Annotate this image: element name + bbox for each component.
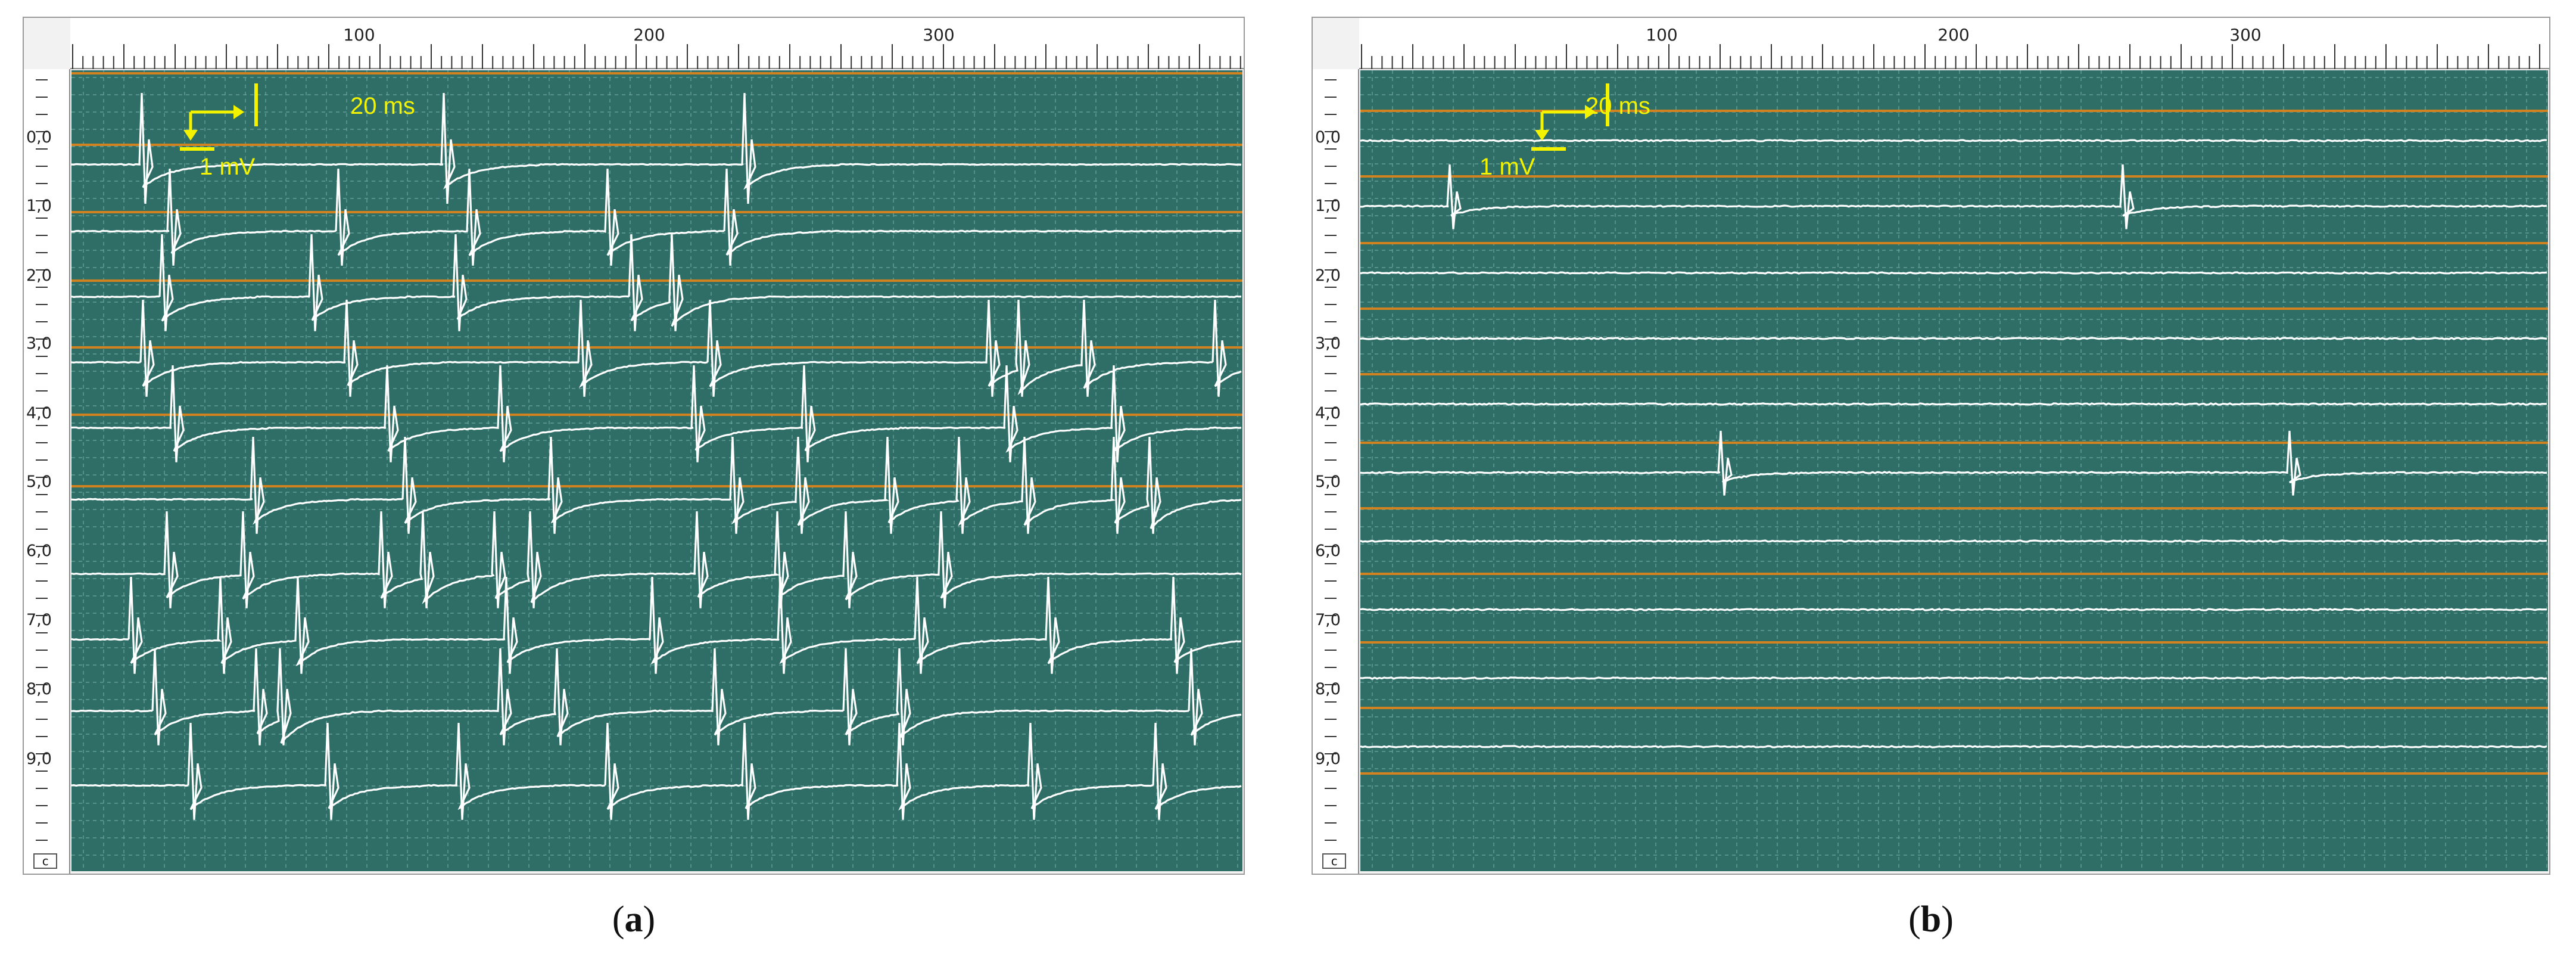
ecg-trace — [1360, 164, 2547, 229]
scale-bar — [1531, 83, 1609, 151]
amplitude-tick-label: 5,0 — [26, 473, 52, 491]
grid — [71, 70, 1242, 871]
ecg-trace — [71, 648, 1242, 745]
time-scale-label: 20 ms — [350, 93, 415, 119]
amplitude-tick-label: 2,0 — [1315, 266, 1341, 285]
time-tick-label: 100 — [343, 25, 375, 45]
time-tick-label: 200 — [1938, 25, 1970, 45]
baselines — [71, 72, 1242, 487]
ecg-trace — [1360, 745, 2547, 748]
ecg-traces — [1360, 139, 2547, 748]
caption-close: ) — [643, 899, 656, 940]
amplitude-tick-label: 0,0 — [1315, 128, 1341, 147]
ecg-trace — [71, 234, 1242, 331]
amplitude-ruler — [24, 69, 70, 874]
amplitude-tick-label: 0,0 — [26, 128, 52, 147]
amplitude-tick-label: 5,0 — [1315, 473, 1341, 491]
amplitude-tick-label: 7,0 — [26, 611, 52, 629]
amplitude-tick-label: 8,0 — [1315, 680, 1341, 698]
ecg-trace — [71, 168, 1242, 266]
panel-a: c 20 ms 1 mV 100 200 300 0,0 1,0 2,0 3,0 4,0 5,… — [23, 17, 1245, 875]
baselines — [1360, 110, 2548, 775]
amplitude-tick-label: 9,0 — [1315, 750, 1341, 768]
time-ruler — [70, 18, 1244, 69]
ecg-trace — [71, 511, 1242, 608]
ecg-plot: 20 ms 1 mV — [1360, 70, 2548, 871]
channel-selector[interactable]: c — [1322, 853, 1346, 869]
amplitude-tick-label: 4,0 — [1315, 404, 1341, 422]
caption-open: ( — [1908, 899, 1921, 940]
caption-open: ( — [612, 899, 625, 940]
channel-selector[interactable]: c — [33, 853, 57, 869]
time-tick-label: 200 — [633, 25, 665, 45]
ecg-trace — [71, 722, 1242, 820]
right-arrow-icon — [233, 105, 244, 119]
ecg-trace — [71, 92, 1242, 204]
amplitude-ruler — [1313, 69, 1359, 874]
amplitude-tick-label: 9,0 — [26, 750, 52, 768]
grid — [1360, 70, 2548, 871]
time-tick-label: 300 — [2229, 25, 2262, 45]
ecg-traces — [71, 92, 1242, 820]
ecg-plot: 20 ms 1 mV — [71, 70, 1242, 871]
ecg-trace — [71, 436, 1242, 534]
time-tick-label: 300 — [923, 25, 955, 45]
caption-letter: b — [1920, 899, 1942, 940]
amplitude-tick-label: 4,0 — [26, 404, 52, 422]
amplitude-tick-label: 2,0 — [26, 266, 52, 285]
time-ruler — [1359, 18, 2551, 69]
amplitude-tick-label: 6,0 — [1315, 542, 1341, 560]
time-scale-label: 20 ms — [1586, 93, 1650, 119]
caption-letter: a — [624, 899, 643, 940]
right-arrow-icon — [1585, 105, 1596, 119]
ecg-trace — [71, 299, 1242, 397]
amplitude-tick-label: 8,0 — [26, 680, 52, 698]
ecg-trace — [1360, 271, 2547, 275]
ecg-trace — [71, 365, 1242, 462]
amplitude-tick-label: 7,0 — [1315, 611, 1341, 629]
voltage-scale-label: 1 mV — [1479, 154, 1535, 180]
ecg-trace — [1360, 608, 2547, 611]
time-tick-label: 100 — [1646, 25, 1678, 45]
amplitude-tick-label: 1,0 — [26, 197, 52, 215]
ecg-trace — [1360, 139, 2547, 142]
amplitude-tick-label: 3,0 — [1315, 334, 1341, 353]
amplitude-tick-label: 3,0 — [26, 334, 52, 353]
caption-b: (b) — [1908, 899, 1954, 941]
voltage-scale-label: 1 mV — [200, 154, 256, 180]
ecg-trace — [1360, 676, 2547, 680]
panel-b: c 20 ms 1 mV 100 200 300 0,0 1,0 2,0 3,0 4,0 5,… — [1312, 17, 2551, 875]
caption-close: ) — [1941, 899, 1954, 940]
down-arrow-icon — [183, 130, 198, 141]
ecg-trace — [71, 576, 1242, 674]
scale-bar — [180, 83, 258, 151]
ecg-trace — [1360, 337, 2547, 340]
down-arrow-icon — [1535, 130, 1549, 141]
ecg-trace — [1360, 539, 2547, 543]
caption-a: (a) — [612, 899, 655, 941]
amplitude-tick-label: 1,0 — [1315, 197, 1341, 215]
ecg-trace — [1360, 430, 2547, 496]
amplitude-tick-label: 6,0 — [26, 542, 52, 560]
ecg-trace — [1360, 402, 2547, 406]
